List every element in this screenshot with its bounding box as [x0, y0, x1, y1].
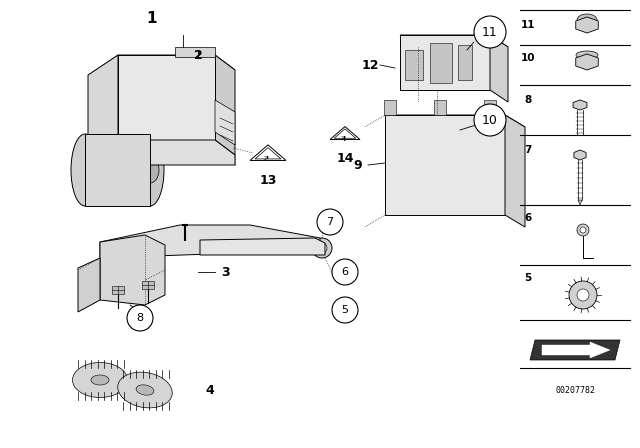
Text: 8: 8: [136, 313, 143, 323]
Text: 13: 13: [259, 173, 276, 186]
Polygon shape: [88, 55, 118, 160]
Polygon shape: [100, 235, 165, 305]
Polygon shape: [118, 55, 235, 70]
Polygon shape: [505, 115, 525, 227]
Text: 9: 9: [354, 159, 362, 172]
Text: 12: 12: [361, 59, 379, 72]
Text: 2: 2: [340, 135, 344, 141]
Polygon shape: [458, 45, 472, 80]
Circle shape: [580, 227, 586, 233]
Ellipse shape: [72, 362, 127, 397]
Ellipse shape: [136, 134, 164, 206]
Polygon shape: [215, 100, 235, 145]
Text: 6: 6: [524, 213, 532, 223]
Circle shape: [569, 281, 597, 309]
Ellipse shape: [141, 157, 159, 183]
Circle shape: [583, 21, 591, 29]
Circle shape: [127, 305, 153, 331]
Text: 2: 2: [264, 155, 267, 160]
Polygon shape: [405, 50, 423, 80]
Polygon shape: [430, 43, 452, 83]
Circle shape: [332, 259, 358, 285]
Circle shape: [312, 238, 332, 258]
Polygon shape: [200, 238, 325, 255]
Polygon shape: [142, 281, 154, 289]
Ellipse shape: [173, 125, 182, 132]
Text: 10: 10: [482, 113, 498, 126]
Text: 11: 11: [482, 26, 498, 39]
Text: 1: 1: [147, 10, 157, 26]
Text: 14: 14: [336, 151, 354, 164]
Polygon shape: [576, 54, 598, 70]
Ellipse shape: [444, 171, 456, 180]
Polygon shape: [490, 35, 508, 102]
Ellipse shape: [389, 160, 401, 169]
Circle shape: [583, 58, 591, 66]
Polygon shape: [576, 17, 598, 33]
Polygon shape: [334, 129, 356, 138]
Polygon shape: [255, 148, 281, 159]
Text: 7: 7: [524, 145, 532, 155]
Polygon shape: [118, 55, 215, 140]
Ellipse shape: [91, 375, 109, 385]
Polygon shape: [384, 100, 396, 115]
Polygon shape: [434, 100, 446, 115]
Ellipse shape: [577, 14, 597, 26]
Circle shape: [474, 16, 506, 48]
Text: 10: 10: [521, 53, 535, 63]
Text: 8: 8: [524, 95, 532, 105]
Polygon shape: [400, 35, 508, 47]
Polygon shape: [250, 145, 286, 160]
Text: 5: 5: [342, 305, 349, 315]
Polygon shape: [88, 140, 235, 165]
Polygon shape: [574, 150, 586, 160]
Polygon shape: [85, 134, 150, 206]
Text: 7: 7: [326, 217, 333, 227]
Text: 11: 11: [521, 20, 535, 30]
Circle shape: [577, 224, 589, 236]
Polygon shape: [385, 115, 505, 215]
Text: 6: 6: [342, 267, 349, 277]
Polygon shape: [100, 225, 320, 258]
Polygon shape: [78, 258, 100, 312]
Polygon shape: [578, 200, 582, 205]
Ellipse shape: [136, 385, 154, 395]
Text: 4: 4: [205, 383, 214, 396]
Ellipse shape: [576, 51, 598, 59]
Text: 2: 2: [194, 48, 202, 61]
Polygon shape: [215, 55, 235, 155]
Ellipse shape: [118, 372, 172, 408]
Circle shape: [332, 297, 358, 323]
Ellipse shape: [139, 100, 151, 109]
Ellipse shape: [138, 75, 152, 85]
Text: 3: 3: [221, 266, 229, 279]
Polygon shape: [385, 115, 525, 127]
Ellipse shape: [173, 79, 183, 87]
Polygon shape: [484, 100, 496, 115]
Polygon shape: [530, 340, 620, 360]
Polygon shape: [573, 100, 587, 110]
Text: !: !: [266, 156, 269, 162]
Circle shape: [317, 243, 327, 253]
Ellipse shape: [151, 122, 159, 128]
Circle shape: [317, 209, 343, 235]
Ellipse shape: [404, 190, 416, 199]
Text: 00207782: 00207782: [555, 385, 595, 395]
Polygon shape: [112, 286, 124, 294]
Ellipse shape: [173, 104, 183, 112]
Polygon shape: [542, 342, 610, 358]
Polygon shape: [330, 126, 360, 139]
Polygon shape: [175, 47, 215, 57]
Circle shape: [474, 104, 506, 136]
Polygon shape: [400, 35, 490, 90]
Ellipse shape: [71, 134, 99, 206]
Text: 5: 5: [524, 273, 532, 283]
Circle shape: [577, 289, 589, 301]
Text: !: !: [344, 136, 347, 142]
